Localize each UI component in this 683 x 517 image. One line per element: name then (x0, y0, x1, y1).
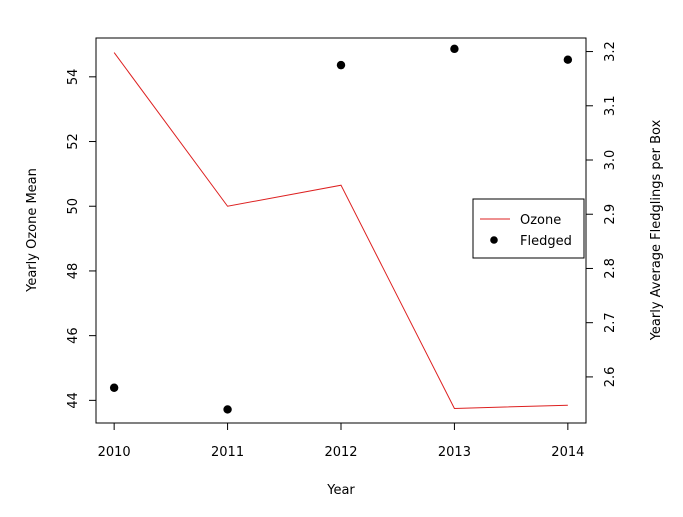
series-layer (109, 44, 573, 414)
fledged-point (109, 383, 119, 392)
y-axis-right: 2.6 2.7 2.8 2.9 3.0 3.1 3.2 (586, 41, 618, 387)
x-axis: 2010 2011 2012 2013 2014 (98, 423, 584, 460)
legend-fledged-marker (490, 236, 498, 244)
y-right-tick-label: 2.8 (603, 258, 618, 279)
y-left-tick-label: 54 (66, 69, 81, 86)
y-left-tick-label: 48 (66, 263, 81, 280)
y-right-tick-label: 3.0 (603, 150, 618, 171)
legend: Ozone Fledged (472, 198, 585, 259)
y-right-tick-label: 3.2 (603, 41, 618, 62)
y-axis-left: 44 46 48 50 52 54 (66, 69, 96, 409)
y-left-tick-label: 44 (66, 392, 81, 409)
x-tick-label: 2011 (211, 445, 244, 460)
fledged-point (563, 55, 573, 64)
y-right-tick-label: 2.6 (603, 367, 618, 388)
y-right-tick-label: 3.1 (603, 95, 618, 116)
x-tick-label: 2013 (438, 445, 471, 460)
y-right-tick-label: 2.7 (603, 312, 618, 333)
x-tick-label: 2014 (551, 445, 584, 460)
y-left-tick-label: 46 (66, 327, 81, 344)
x-tick-label: 2012 (324, 445, 357, 460)
y-axis-right-label: Yearly Average Fledglings per Box (649, 119, 664, 341)
x-axis-label: Year (326, 483, 355, 498)
legend-fledged-label: Fledged (520, 234, 572, 249)
y-left-tick-label: 52 (66, 133, 81, 150)
legend-box (472, 198, 585, 259)
ozone-series-line (113, 52, 568, 409)
fledged-point (223, 405, 232, 414)
y-right-tick-label: 2.9 (603, 204, 618, 225)
x-tick-label: 2010 (98, 445, 131, 460)
fledged-point (450, 44, 459, 54)
legend-ozone-label: Ozone (520, 213, 561, 228)
y-axis-left-label: Yearly Ozone Mean (25, 168, 40, 293)
fledged-point (336, 60, 346, 70)
y-left-tick-label: 50 (66, 198, 81, 215)
